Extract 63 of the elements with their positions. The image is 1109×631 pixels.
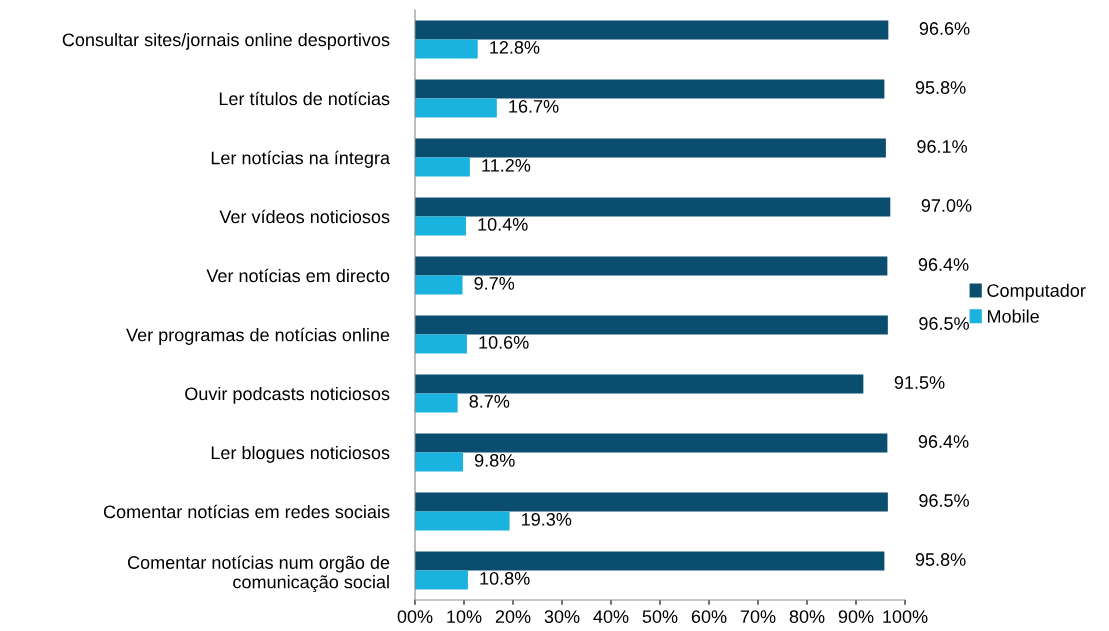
bar xyxy=(415,433,888,453)
data-label: 96.6% xyxy=(919,22,970,35)
data-label: 8.7% xyxy=(469,395,510,408)
bar xyxy=(415,98,497,118)
data-label: 96.4% xyxy=(918,258,969,271)
data-label: 95.8% xyxy=(915,553,966,566)
x-tick-label: 10% xyxy=(447,610,482,623)
y-tick-label: Ler blogues noticiosos xyxy=(211,445,390,463)
data-label: 9.7% xyxy=(474,277,515,290)
legend-label: Computador xyxy=(987,283,1086,301)
y-tick-label: Consultar sites/jornais online desportivos xyxy=(62,32,390,50)
data-label: 11.2% xyxy=(482,159,531,172)
bar xyxy=(415,452,464,472)
y-tick-label: Ver programas de notícias online xyxy=(126,327,390,345)
bar xyxy=(415,138,886,158)
data-label: 10.8% xyxy=(480,572,530,585)
data-label: 95.8% xyxy=(915,81,966,94)
x-tick-label: 90% xyxy=(838,610,874,623)
bar xyxy=(415,393,458,413)
bar xyxy=(415,334,467,354)
bar xyxy=(415,216,466,236)
bar xyxy=(415,570,468,590)
x-tick-label: 40% xyxy=(593,610,629,623)
x-tick-label: 30% xyxy=(544,610,580,623)
bar xyxy=(415,20,889,40)
data-label: 96.5% xyxy=(919,494,969,507)
y-tick-label: Ler títulos de notícias xyxy=(219,91,390,106)
bar xyxy=(415,511,510,531)
data-label: 12.8% xyxy=(490,41,540,54)
bar xyxy=(415,551,885,571)
bar xyxy=(415,256,888,276)
data-label: 16.7% xyxy=(509,100,559,113)
data-label: 9.8% xyxy=(474,454,515,467)
bar xyxy=(415,157,470,177)
y-tick-label: Ler notícias na íntegra xyxy=(211,150,391,168)
data-label: 96.1% xyxy=(917,140,967,153)
y-tick-label: Ver vídeos noticiosos xyxy=(219,209,390,224)
y-tick-label: Comentar notícias em redes sociais xyxy=(103,504,390,519)
bar xyxy=(415,275,463,295)
data-label: 96.5% xyxy=(919,317,969,330)
bar xyxy=(415,79,885,99)
data-label: 97.0% xyxy=(921,199,972,212)
legend-label: Mobile xyxy=(987,309,1039,323)
bar xyxy=(415,39,478,59)
y-tick-label: Ouvir podcasts noticiosos xyxy=(185,386,390,404)
x-tick-label: 00% xyxy=(397,610,433,623)
bar xyxy=(415,315,888,335)
x-tick-label: 80% xyxy=(789,610,825,623)
data-label: 19.3% xyxy=(522,513,572,526)
bar xyxy=(415,197,891,217)
data-label: 10.6% xyxy=(479,336,529,349)
x-tick-label: 100% xyxy=(883,610,928,623)
x-tick-label: 50% xyxy=(642,610,678,623)
x-tick-label: 60% xyxy=(691,610,727,623)
x-tick-label: 70% xyxy=(740,610,776,623)
data-label: 91.5% xyxy=(894,376,945,389)
bar xyxy=(415,374,864,394)
data-label: 10.4% xyxy=(478,218,528,231)
data-label: 96.4% xyxy=(918,435,969,448)
y-tick-label: Ver notícias em directo xyxy=(206,268,390,283)
y-tick-label: Comentar notícias num orgão de comunicação social xyxy=(127,555,390,593)
x-tick-label: 20% xyxy=(495,610,531,623)
bar xyxy=(415,492,888,512)
